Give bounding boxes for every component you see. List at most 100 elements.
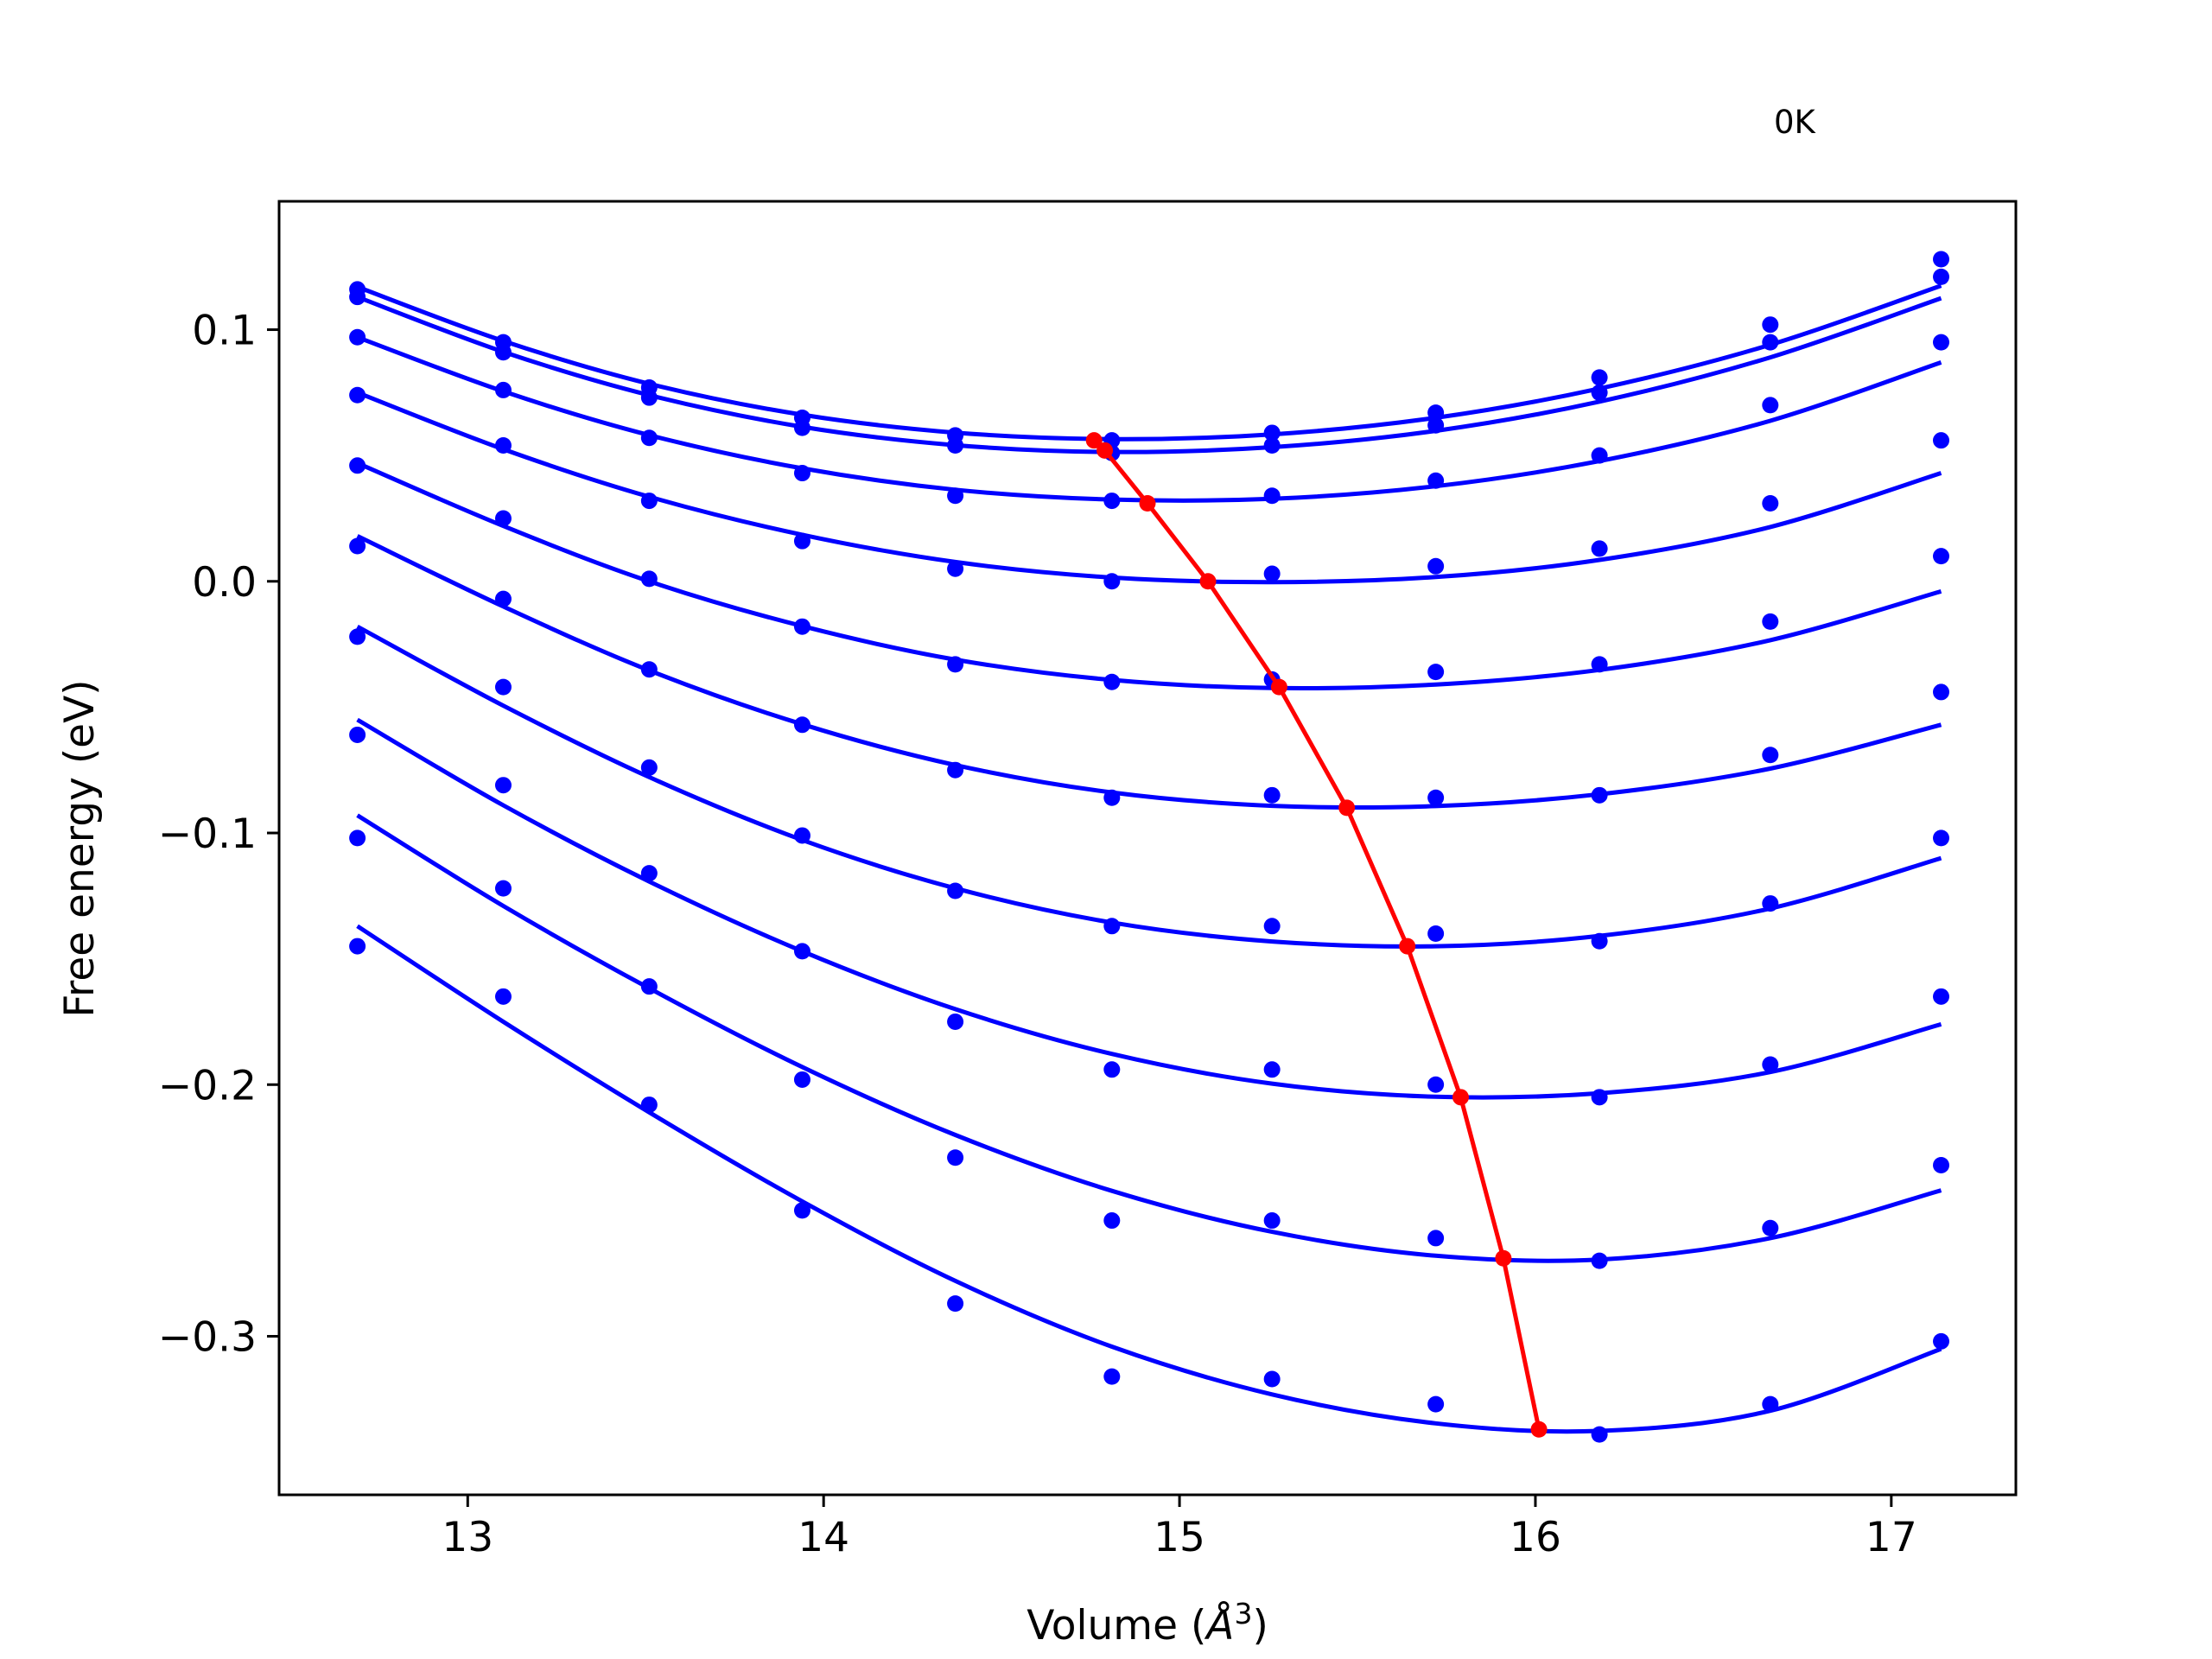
data-point — [494, 437, 512, 454]
data-point — [640, 1096, 658, 1114]
data-point — [1427, 664, 1445, 681]
data-point — [1591, 369, 1608, 386]
data-point — [494, 510, 512, 527]
fit-curve-8 — [356, 813, 1942, 1263]
data-point — [1933, 548, 1950, 565]
fit-curve-7 — [356, 717, 1942, 1100]
data-point — [349, 537, 366, 555]
data-point — [793, 618, 810, 635]
data-point — [947, 1013, 964, 1030]
x-tick-label: 16 — [1510, 1514, 1561, 1561]
data-point — [1591, 786, 1608, 804]
data-point — [1591, 1426, 1608, 1443]
data-point — [1591, 1252, 1608, 1269]
data-point — [1427, 925, 1445, 943]
data-point — [1591, 447, 1608, 464]
data-point — [1933, 334, 1950, 351]
data-point — [349, 830, 366, 847]
data-point — [1263, 918, 1281, 935]
data-point — [1933, 268, 1950, 285]
data-point — [793, 1071, 810, 1088]
data-point — [1103, 673, 1121, 690]
plot-frame — [277, 200, 2018, 1497]
x-tick-label: 14 — [798, 1514, 849, 1561]
data-point — [494, 381, 512, 398]
data-point — [349, 628, 366, 645]
data-point — [1762, 494, 1779, 512]
data-point — [1427, 472, 1445, 489]
data-point — [1933, 432, 1950, 449]
data-point — [1263, 786, 1281, 804]
x-axis-ticks: 13 14 15 16 17 — [442, 1495, 1917, 1561]
data-point — [1263, 437, 1281, 454]
data-point — [1103, 1368, 1121, 1385]
data-point — [1762, 397, 1779, 414]
data-point — [1427, 1395, 1445, 1413]
data-point — [1427, 789, 1445, 806]
data-point — [1933, 1156, 1950, 1173]
data-point — [494, 590, 512, 607]
x-tick-label: 13 — [442, 1514, 493, 1561]
data-point — [1933, 830, 1950, 847]
data-point — [494, 344, 512, 361]
minimum-point — [1096, 442, 1114, 459]
minima-line — [1092, 438, 1541, 1430]
data-point — [1263, 424, 1281, 442]
data-point — [947, 1295, 964, 1313]
minimum-point — [1085, 432, 1103, 449]
data-point — [1762, 747, 1779, 764]
data-point — [1263, 1212, 1281, 1230]
data-point — [640, 493, 658, 510]
data-point — [640, 389, 658, 406]
data-point — [1933, 251, 1950, 268]
data-point — [640, 429, 658, 447]
y-tick-label: −0.3 — [158, 1314, 257, 1362]
data-point — [793, 419, 810, 436]
minimum-point — [1270, 678, 1287, 696]
data-point — [1263, 1370, 1281, 1388]
data-point — [793, 827, 810, 844]
data-point — [349, 386, 366, 404]
data-point — [947, 882, 964, 899]
data-point — [494, 678, 512, 696]
minimum-point — [1338, 799, 1356, 817]
data-point — [1263, 487, 1281, 505]
data-point — [947, 761, 964, 779]
data-point — [793, 943, 810, 960]
fit-curve-9 — [356, 924, 1942, 1434]
data-point — [1427, 416, 1445, 434]
data-point — [349, 457, 366, 474]
data-point — [1762, 316, 1779, 334]
data-point — [793, 716, 810, 734]
data-point — [494, 777, 512, 794]
y-tick-label: 0.1 — [192, 308, 257, 355]
data-point — [1591, 656, 1608, 673]
data-point — [1103, 1212, 1121, 1230]
x-axis-label: Volume (Å3) — [1027, 1597, 1268, 1649]
minimum-point — [1495, 1249, 1512, 1267]
data-point — [1591, 932, 1608, 950]
data-point — [1103, 493, 1121, 510]
data-point — [1427, 404, 1445, 422]
data-point — [1263, 1061, 1281, 1078]
data-point — [1103, 789, 1121, 806]
data-point — [1933, 683, 1950, 701]
data-point — [947, 1149, 964, 1166]
data-point — [1103, 1061, 1121, 1078]
y-tick-label: −0.2 — [158, 1062, 257, 1109]
minimum-point — [1530, 1421, 1548, 1438]
x-tick-label: 17 — [1866, 1514, 1917, 1561]
data-point — [1427, 1230, 1445, 1247]
data-point — [1762, 895, 1779, 912]
data-point — [1103, 918, 1121, 935]
data-point — [1591, 540, 1608, 557]
data-point — [640, 978, 658, 995]
data-point — [640, 759, 658, 776]
data-point — [640, 661, 658, 678]
temperature-annotation: 0K — [1774, 104, 1817, 141]
data-point — [1427, 1076, 1445, 1093]
data-point — [349, 938, 366, 955]
data-point — [1933, 1332, 1950, 1350]
minimum-point — [1399, 938, 1416, 955]
